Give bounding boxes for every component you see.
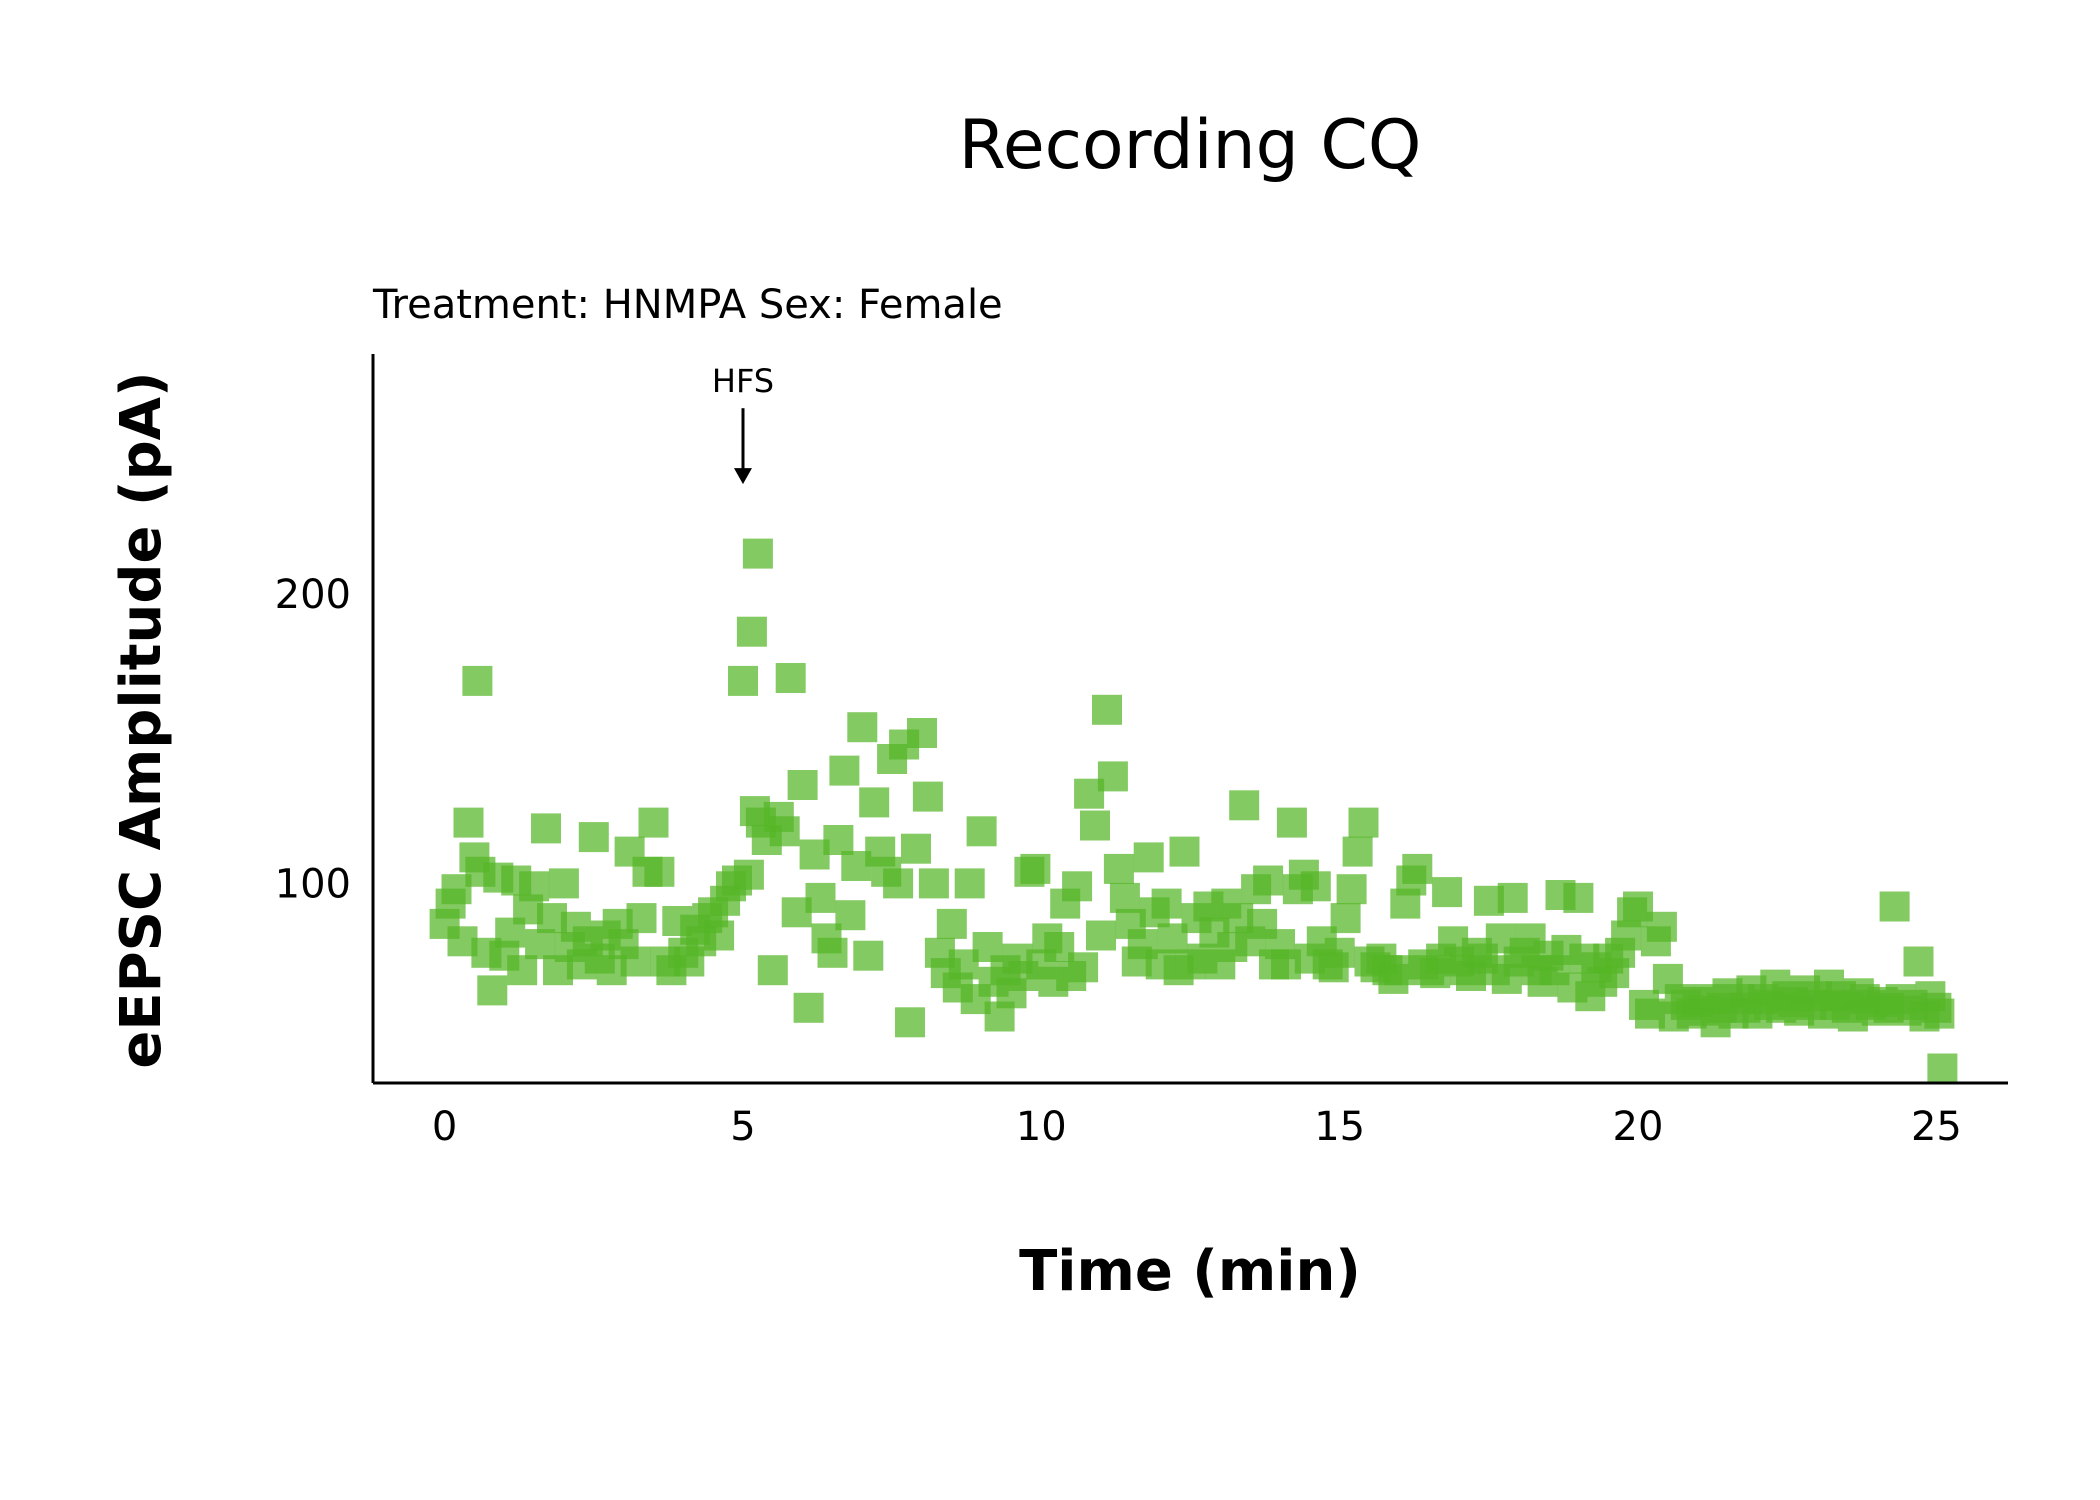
x-tick-label: 0 — [432, 1104, 457, 1150]
data-point — [823, 825, 854, 855]
data-point — [787, 770, 818, 800]
data-point — [507, 955, 538, 986]
data-point — [769, 816, 800, 847]
data-point — [1432, 877, 1463, 908]
data-point — [1879, 891, 1910, 922]
data-point — [1068, 952, 1099, 983]
y-tick-labels: 100 200 — [275, 572, 351, 907]
data-point — [1924, 998, 1955, 1029]
data-point — [1062, 871, 1093, 902]
data-point — [548, 868, 579, 899]
data-point — [1097, 761, 1128, 792]
data-point — [895, 1007, 925, 1038]
hfs-annotation: HFS — [712, 362, 774, 485]
data-point — [742, 538, 773, 569]
data-point — [1646, 911, 1677, 942]
x-tick-labels: 0 5 10 15 20 25 — [432, 1104, 1962, 1150]
data-point — [829, 755, 860, 786]
data-point — [918, 868, 949, 899]
data-point — [793, 992, 824, 1023]
data-point — [1348, 807, 1379, 838]
data-point — [847, 712, 878, 743]
data-point — [817, 937, 848, 968]
data-point — [1402, 853, 1433, 884]
data-point — [1563, 882, 1594, 913]
data-point — [901, 833, 931, 864]
data-point — [1336, 874, 1367, 905]
y-tick-label: 200 — [275, 572, 351, 618]
chart-title: Recording CQ — [959, 106, 1422, 185]
data-point — [1020, 853, 1051, 884]
data-point — [453, 807, 484, 838]
data-point — [883, 868, 914, 899]
data-point — [1253, 865, 1284, 896]
data-point — [1342, 836, 1373, 867]
data-point — [578, 822, 609, 853]
data-point — [1092, 694, 1122, 725]
data-point — [1103, 853, 1134, 884]
x-tick-label: 25 — [1911, 1104, 1962, 1150]
data-point — [1927, 1053, 1958, 1084]
data-point — [1109, 882, 1140, 913]
data-point — [757, 955, 788, 986]
hfs-arrow-head — [733, 468, 752, 485]
data-point — [462, 665, 493, 696]
x-tick-label: 10 — [1016, 1104, 1067, 1150]
data-point — [954, 868, 985, 899]
data-point — [525, 929, 556, 960]
data-point — [1080, 810, 1110, 841]
data-point — [835, 900, 866, 931]
data-point — [1169, 836, 1200, 867]
data-point — [620, 946, 651, 977]
data-point — [519, 871, 550, 902]
data-point — [1330, 903, 1361, 934]
data-point — [1903, 946, 1934, 977]
x-axis-title: Time (min) — [1019, 1239, 1361, 1304]
data-point — [775, 663, 806, 693]
y-tick-label: 100 — [275, 861, 351, 907]
x-tick-label: 20 — [1613, 1104, 1664, 1150]
data-point — [1497, 882, 1528, 913]
data-point — [638, 807, 669, 838]
data-point — [531, 813, 561, 844]
x-tick-label: 15 — [1314, 1104, 1365, 1150]
data-point — [1300, 871, 1331, 902]
chart-subtitle: Treatment: HNMPA Sex: Female — [372, 282, 1003, 328]
data-point — [728, 665, 758, 696]
data-point — [1324, 937, 1355, 968]
data-point — [1086, 920, 1116, 951]
y-axis-title: eEPSC Amplitude (pA) — [109, 371, 174, 1068]
data-point — [626, 903, 657, 934]
data-point — [736, 616, 767, 647]
x-tick-label: 5 — [730, 1104, 755, 1150]
data-point — [1151, 888, 1182, 919]
data-point — [853, 940, 884, 971]
data-point — [966, 816, 997, 847]
data-point — [1276, 807, 1307, 838]
data-point — [644, 856, 675, 887]
data-point — [1133, 842, 1164, 873]
data-points — [429, 538, 1958, 1084]
data-point — [805, 882, 836, 913]
hfs-label: HFS — [712, 362, 774, 400]
data-point — [1229, 790, 1260, 821]
data-point — [733, 859, 764, 890]
data-point — [704, 920, 735, 951]
data-point — [936, 908, 967, 939]
data-point — [912, 781, 943, 812]
data-point — [477, 975, 508, 1006]
data-point — [859, 787, 890, 818]
data-point — [907, 718, 937, 748]
